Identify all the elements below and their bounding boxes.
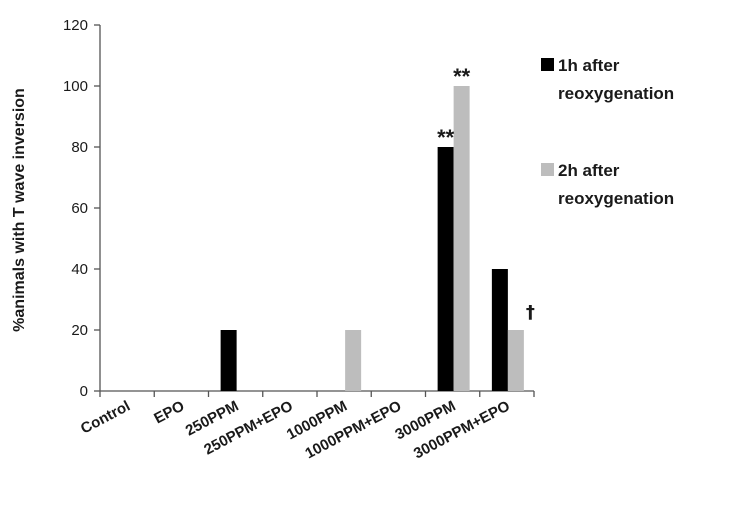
legend-label: reoxygenation [558,189,674,208]
legend-swatch [541,163,554,176]
y-tick-label: 80 [71,139,88,156]
significance-marker: † [526,302,535,323]
bar-series-1 [220,330,237,391]
y-tick-label: 0 [80,383,88,400]
significance-marker: ** [453,64,471,89]
x-axis: Control EPO250PPM250PPM+EPO1000PPM1000PPM… [78,390,535,462]
bars [220,86,524,391]
x-category-label: EPO [151,397,187,427]
bar-series-1 [437,147,454,391]
y-axis-label: %animals with T wave inversion [11,88,28,332]
bar-series-2 [507,330,524,391]
y-tick-label: 60 [71,200,88,217]
bar-series-2 [345,330,362,391]
bar-series-2 [453,86,470,391]
y-tick-label: 120 [63,17,88,34]
y-tick-label: 40 [71,261,88,278]
y-tick-label: 100 [63,78,88,95]
legend: 1h after reoxygenation 2h after reoxygenati… [541,56,674,208]
annotations: ** ** † [437,64,535,323]
x-category-label: Control [78,398,133,438]
legend-label: reoxygenation [558,84,674,103]
legend-label: 2h after [558,161,620,180]
bar-series-1 [491,269,508,391]
legend-swatch [541,58,554,71]
y-tick-label: 20 [71,322,88,339]
significance-marker: ** [437,125,455,150]
x-category-label: 3000PPM+EPO [411,397,513,462]
legend-label: 1h after [558,56,620,75]
x-category-label: 1000PPM+EPO [302,397,404,462]
y-axis: 0 20 40 60 80 100 120 [63,17,101,400]
